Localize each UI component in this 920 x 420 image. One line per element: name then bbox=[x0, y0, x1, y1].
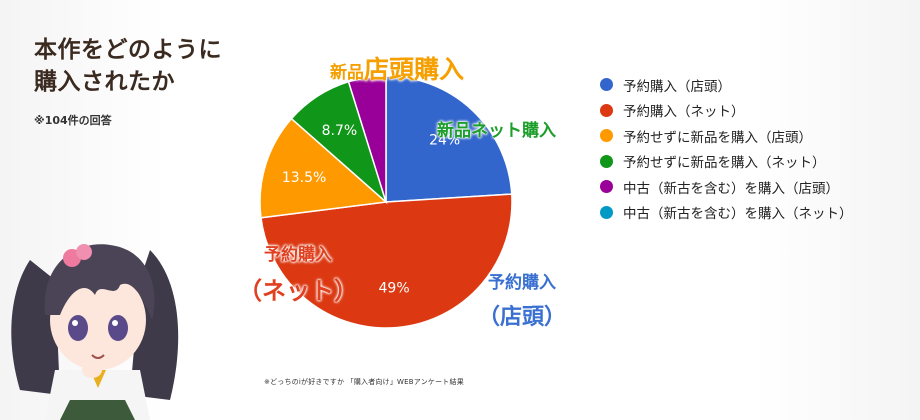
pie-slice-label-0: 24% bbox=[429, 133, 460, 149]
legend-swatch-4 bbox=[600, 180, 613, 194]
title-line-2: 購入されたか bbox=[34, 69, 175, 95]
legend-item-5: 中古（新古を含む）を購入（ネット） bbox=[600, 200, 853, 226]
legend-swatch-3 bbox=[600, 154, 613, 168]
legend-item-3: 予約せずに新品を購入（ネット） bbox=[600, 149, 853, 175]
legend-label-3: 予約せずに新品を購入（ネット） bbox=[623, 155, 826, 172]
legend-swatch-1 bbox=[600, 103, 613, 117]
legend-label-1: 予約購入（ネット） bbox=[623, 104, 745, 121]
callout-reserve-store-line2: （店頭） bbox=[478, 305, 567, 330]
title-line-1: 本作をどのように bbox=[34, 37, 222, 63]
legend-item-4: 中古（新古を含む）を購入（店頭） bbox=[600, 174, 853, 200]
mascot-character-illustration bbox=[11, 244, 179, 420]
callout-store-new-big: 店頭購入 bbox=[364, 55, 465, 84]
pie-slice-0 bbox=[385, 75, 513, 203]
legend-item-1: 予約購入（ネット） bbox=[600, 98, 853, 124]
chart-title: 本作をどのように 購入されたか bbox=[34, 34, 222, 98]
callout-reserve-net: 予約購入 （ネット） bbox=[238, 240, 358, 306]
callout-store-new: 新品店頭購入 bbox=[330, 50, 464, 86]
survey-footnote: ※どっちのiが好きですか 「購入者向け」WEBアンケート結果 bbox=[264, 378, 464, 386]
pie-slice-4 bbox=[347, 75, 387, 203]
legend-label-5: 中古（新古を含む）を購入（ネット） bbox=[623, 206, 853, 223]
legend-item-2: 予約せずに新品を購入（店頭） bbox=[600, 123, 853, 149]
callout-store-new-small: 新品 bbox=[330, 63, 364, 83]
callout-reserve-net-line1: 予約購入 bbox=[264, 245, 332, 265]
legend-label-0: 予約購入（店頭） bbox=[623, 78, 731, 95]
pie-slice-1 bbox=[260, 193, 513, 329]
pie-slice-2 bbox=[259, 117, 388, 219]
legend-swatch-5 bbox=[600, 205, 613, 219]
pie-slice-label-2: 13.5% bbox=[282, 170, 326, 186]
pie-slice-label-1: 49% bbox=[379, 280, 410, 296]
legend-swatch-0 bbox=[600, 78, 613, 92]
legend-item-0: 予約購入（店頭） bbox=[600, 72, 853, 98]
legend-swatch-2 bbox=[600, 129, 613, 143]
callout-net-new: 新品ネット購入 bbox=[437, 121, 556, 141]
callout-reserve-store: 予約購入 （店頭） bbox=[478, 268, 566, 331]
legend-label-2: 予約せずに新品を購入（店頭） bbox=[623, 129, 812, 146]
pie-slice-label-3: 8.7% bbox=[322, 123, 358, 139]
response-count-note: ※104件の回答 bbox=[34, 114, 112, 127]
chart-legend: 予約購入（店頭） 予約購入（ネット） 予約せずに新品を購入（店頭） 予約せずに新品を購… bbox=[600, 72, 853, 225]
callout-reserve-net-line2: （ネット） bbox=[238, 277, 358, 305]
callout-reserve-store-line1: 予約購入 bbox=[488, 273, 556, 293]
legend-label-4: 中古（新古を含む）を購入（店頭） bbox=[623, 180, 839, 197]
